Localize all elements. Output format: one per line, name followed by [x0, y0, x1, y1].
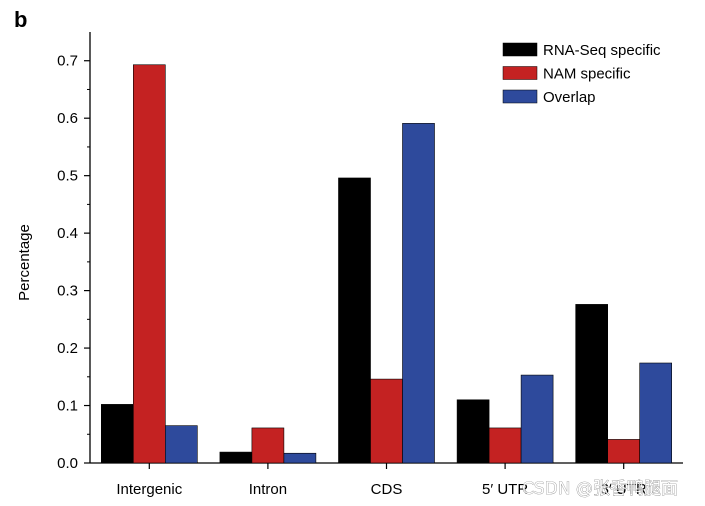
x-category-label: CDS [371, 481, 403, 498]
legend-label: NAM specific [543, 66, 631, 83]
bar-overlap-3-utr [639, 362, 673, 464]
y-tick-label: 0.1 [57, 398, 78, 415]
legend-swatch [502, 66, 538, 80]
bar-nam-specific-intergenic [133, 64, 166, 464]
x-category-label: 3′ UTR [601, 481, 647, 498]
legend-label: Overlap [543, 89, 596, 106]
legend: RNA-Seq specific NAM specific Overlap [502, 42, 661, 106]
bar-overlap-cds [402, 123, 435, 464]
bar-rna-seq-specific-intron [219, 451, 253, 464]
y-tick-label: 0.4 [57, 225, 78, 242]
y-tick-label: 0.3 [57, 283, 78, 300]
x-category-label: Intron [249, 481, 287, 498]
legend-swatch [502, 89, 538, 104]
bar-overlap-intergenic [165, 425, 198, 464]
y-tick-label: 0.7 [57, 53, 78, 70]
category-labels: Intergenic Intron CDS 5′ UTR 3′ UTR [116, 481, 647, 498]
panel-label: b [14, 7, 27, 32]
y-tick-label: 0.0 [57, 455, 78, 472]
y-tick-label: 0.2 [57, 340, 78, 357]
bar-rna-seq-specific-5-utr [456, 399, 490, 464]
y-tick-label: 0.6 [57, 110, 78, 127]
y-axis-title: Percentage [16, 224, 33, 301]
bar-nam-specific-5-utr [488, 427, 522, 464]
x-category-label: 5′ UTR [482, 481, 528, 498]
bar-nam-specific-3-utr [607, 439, 641, 464]
watermark: CSDN @张香鸭腿面 [522, 479, 678, 499]
bar-nam-specific-intron [251, 427, 285, 464]
legend-swatch [502, 42, 538, 57]
bar-rna-seq-specific-3-utr [575, 304, 609, 464]
x-category-label: Intergenic [116, 481, 182, 498]
bar-nam-specific-cds [370, 378, 403, 464]
bar-rna-seq-specific-intergenic [101, 404, 134, 464]
bars [101, 64, 673, 464]
y-tick-label: 0.5 [57, 168, 78, 185]
bar-overlap-5-utr [520, 374, 554, 464]
bar-rna-seq-specific-cds [338, 177, 371, 464]
bar-overlap-intron [283, 452, 317, 464]
legend-label: RNA-Seq specific [543, 42, 661, 59]
